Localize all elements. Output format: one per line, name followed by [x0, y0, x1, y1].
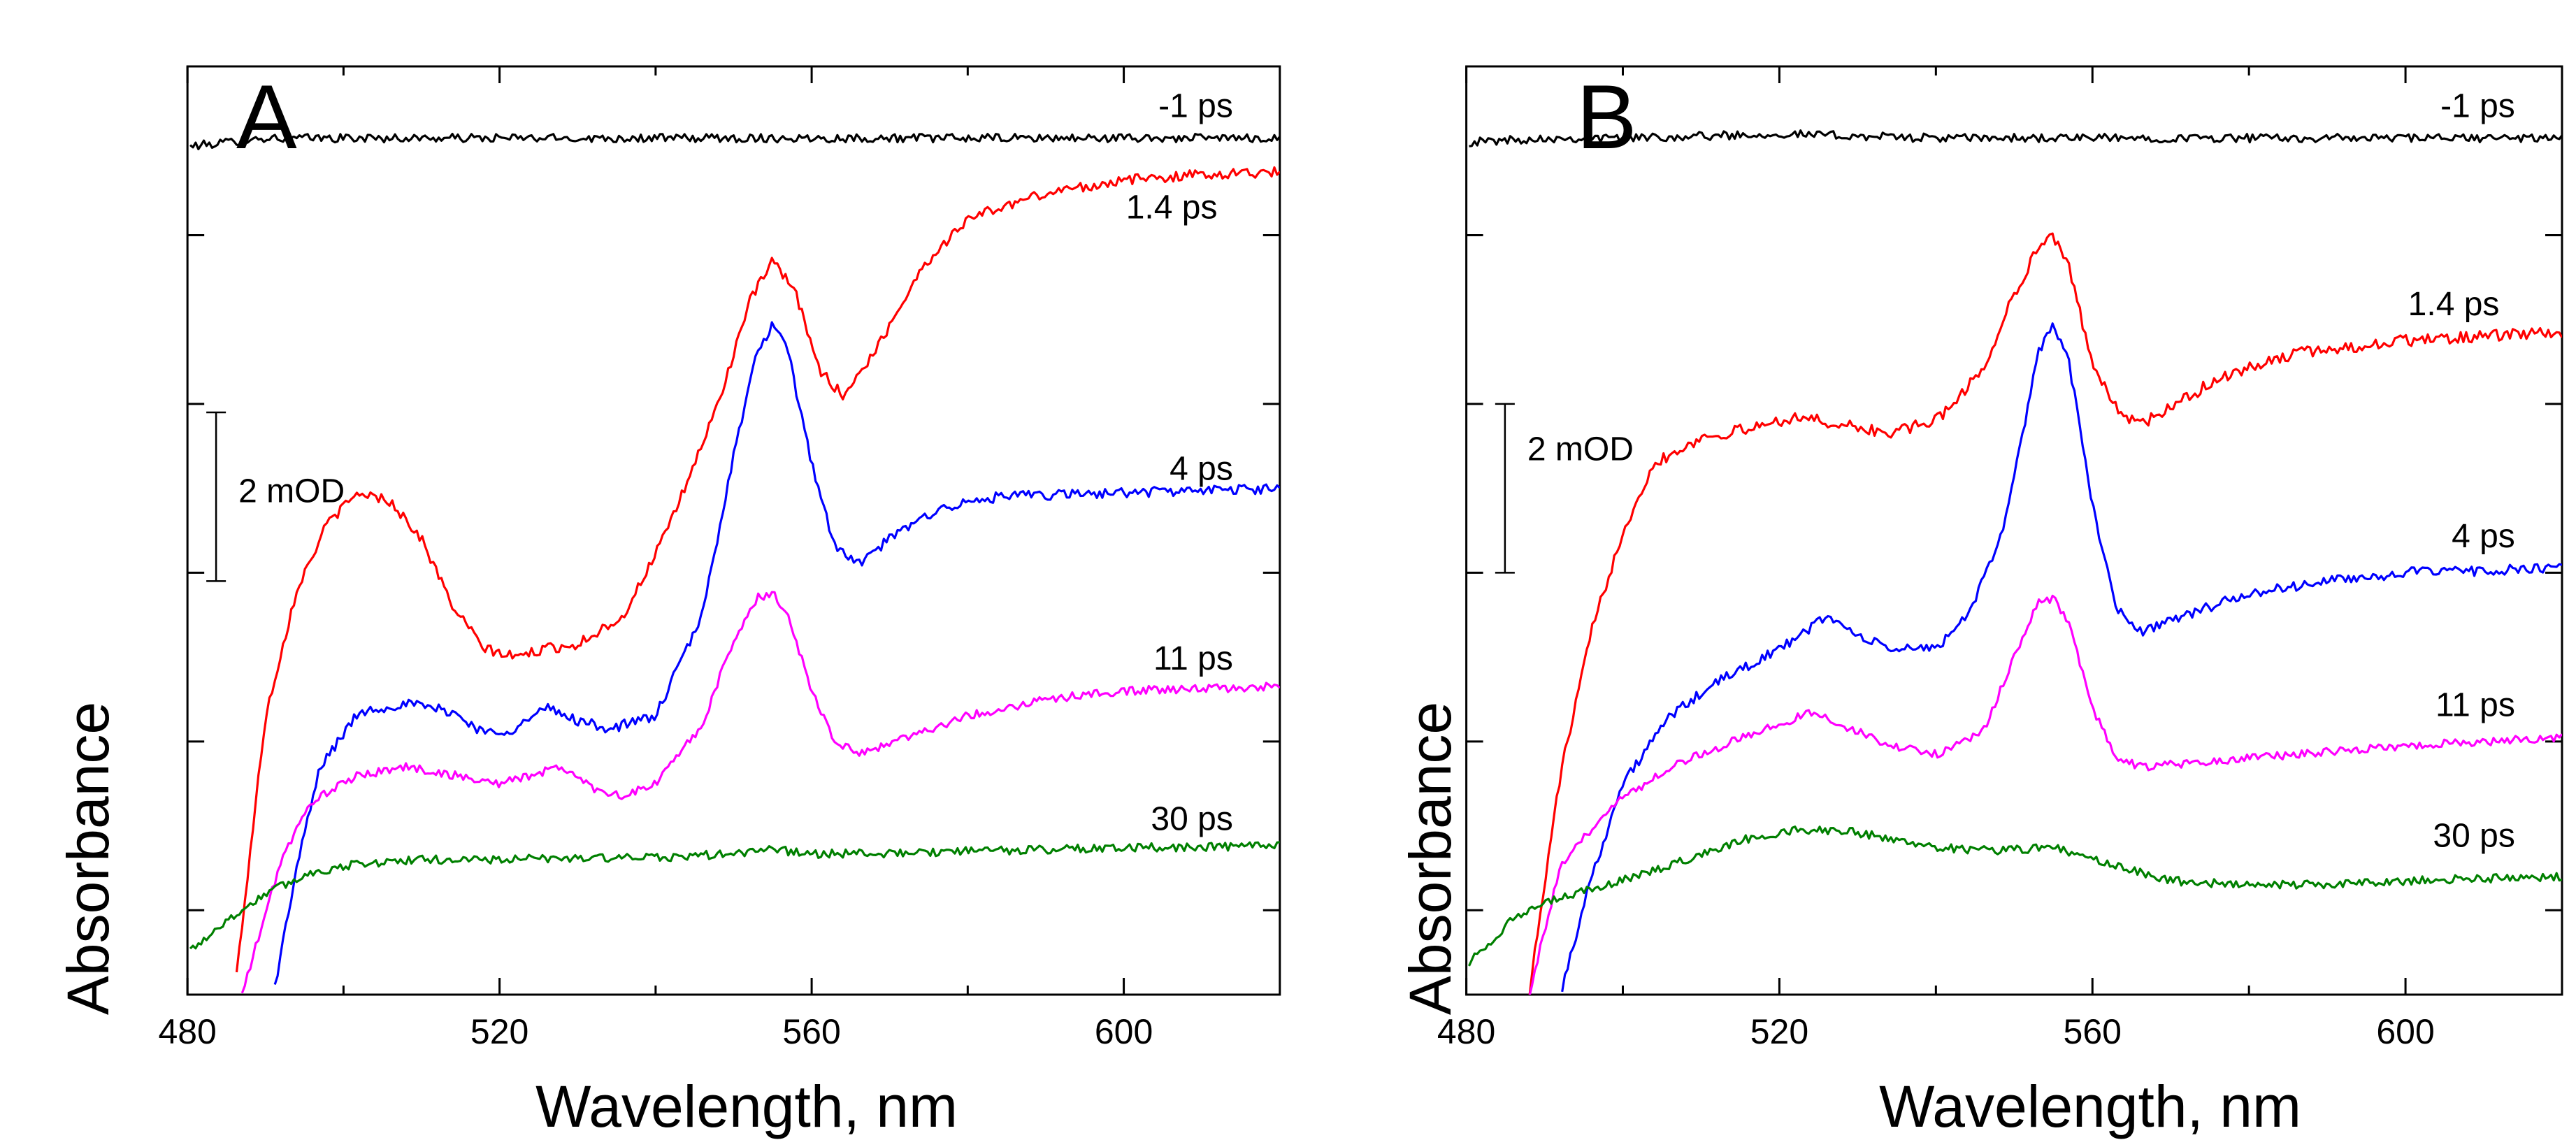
series-label: 1.4 ps	[2408, 286, 2500, 323]
x-tick-label: 480	[158, 1012, 216, 1051]
series-line-11-ps	[1528, 594, 2562, 995]
series-label: 11 ps	[1153, 640, 1233, 677]
series-label: 4 ps	[2452, 518, 2515, 555]
y-axis-title-a: Absorbance	[55, 702, 121, 1015]
plot-frame	[186, 65, 1281, 996]
series-line-30-ps	[189, 841, 1280, 950]
x-tick-label: 560	[782, 1012, 840, 1051]
y-axis-title-b: Absorbance	[1397, 702, 1463, 1015]
series-label: -1 ps	[2440, 87, 2515, 124]
x-axis-title-a: Wavelength, nm	[535, 1074, 958, 1139]
x-tick-label: 560	[2064, 1012, 2122, 1051]
series-label: 4 ps	[1170, 451, 1233, 488]
series-line-4-ps	[1561, 322, 2562, 993]
series-label: -1 ps	[1158, 87, 1233, 124]
series-group	[189, 133, 1280, 994]
series-label: 30 ps	[2433, 818, 2514, 855]
series-line-1-4-ps	[235, 166, 1280, 973]
series-line--1-ps	[1469, 129, 2562, 147]
series-label: 1.4 ps	[1126, 189, 1218, 226]
series-group	[1468, 129, 2562, 995]
x-tick-label: 520	[470, 1012, 528, 1051]
series-label: 30 ps	[1151, 801, 1232, 838]
series-line-1-4-ps	[1528, 232, 2562, 995]
x-tick-label: 600	[1095, 1012, 1153, 1051]
panel-a: 480 520 560 600 2 mOD -1 ps 1.4 ps 4 ps 11 ps 30 …	[158, 65, 1281, 1051]
panel-letter-b: B	[1576, 66, 1637, 168]
scale-bar-label: 2 mOD	[238, 473, 345, 510]
plot-frame	[1465, 65, 2563, 996]
series-line-4-ps	[273, 321, 1280, 985]
x-tick-label: 600	[2376, 1012, 2434, 1051]
series-line-30-ps	[1468, 825, 2562, 967]
panel-letter-a: A	[236, 66, 297, 168]
series-line--1-ps	[189, 133, 1280, 150]
series-line-11-ps	[240, 591, 1280, 994]
x-axis-title-b: Wavelength, nm	[1879, 1074, 2301, 1139]
x-tick-label: 520	[1750, 1012, 1808, 1051]
panel-b: 480 520 560 600 2 mOD -1 ps 1.4 ps 4 ps 11 ps 30 …	[1437, 65, 2563, 1051]
series-label: 11 ps	[2435, 687, 2515, 724]
x-tick-label: 480	[1437, 1012, 1495, 1051]
scale-bar-label: 2 mOD	[1527, 431, 1634, 468]
